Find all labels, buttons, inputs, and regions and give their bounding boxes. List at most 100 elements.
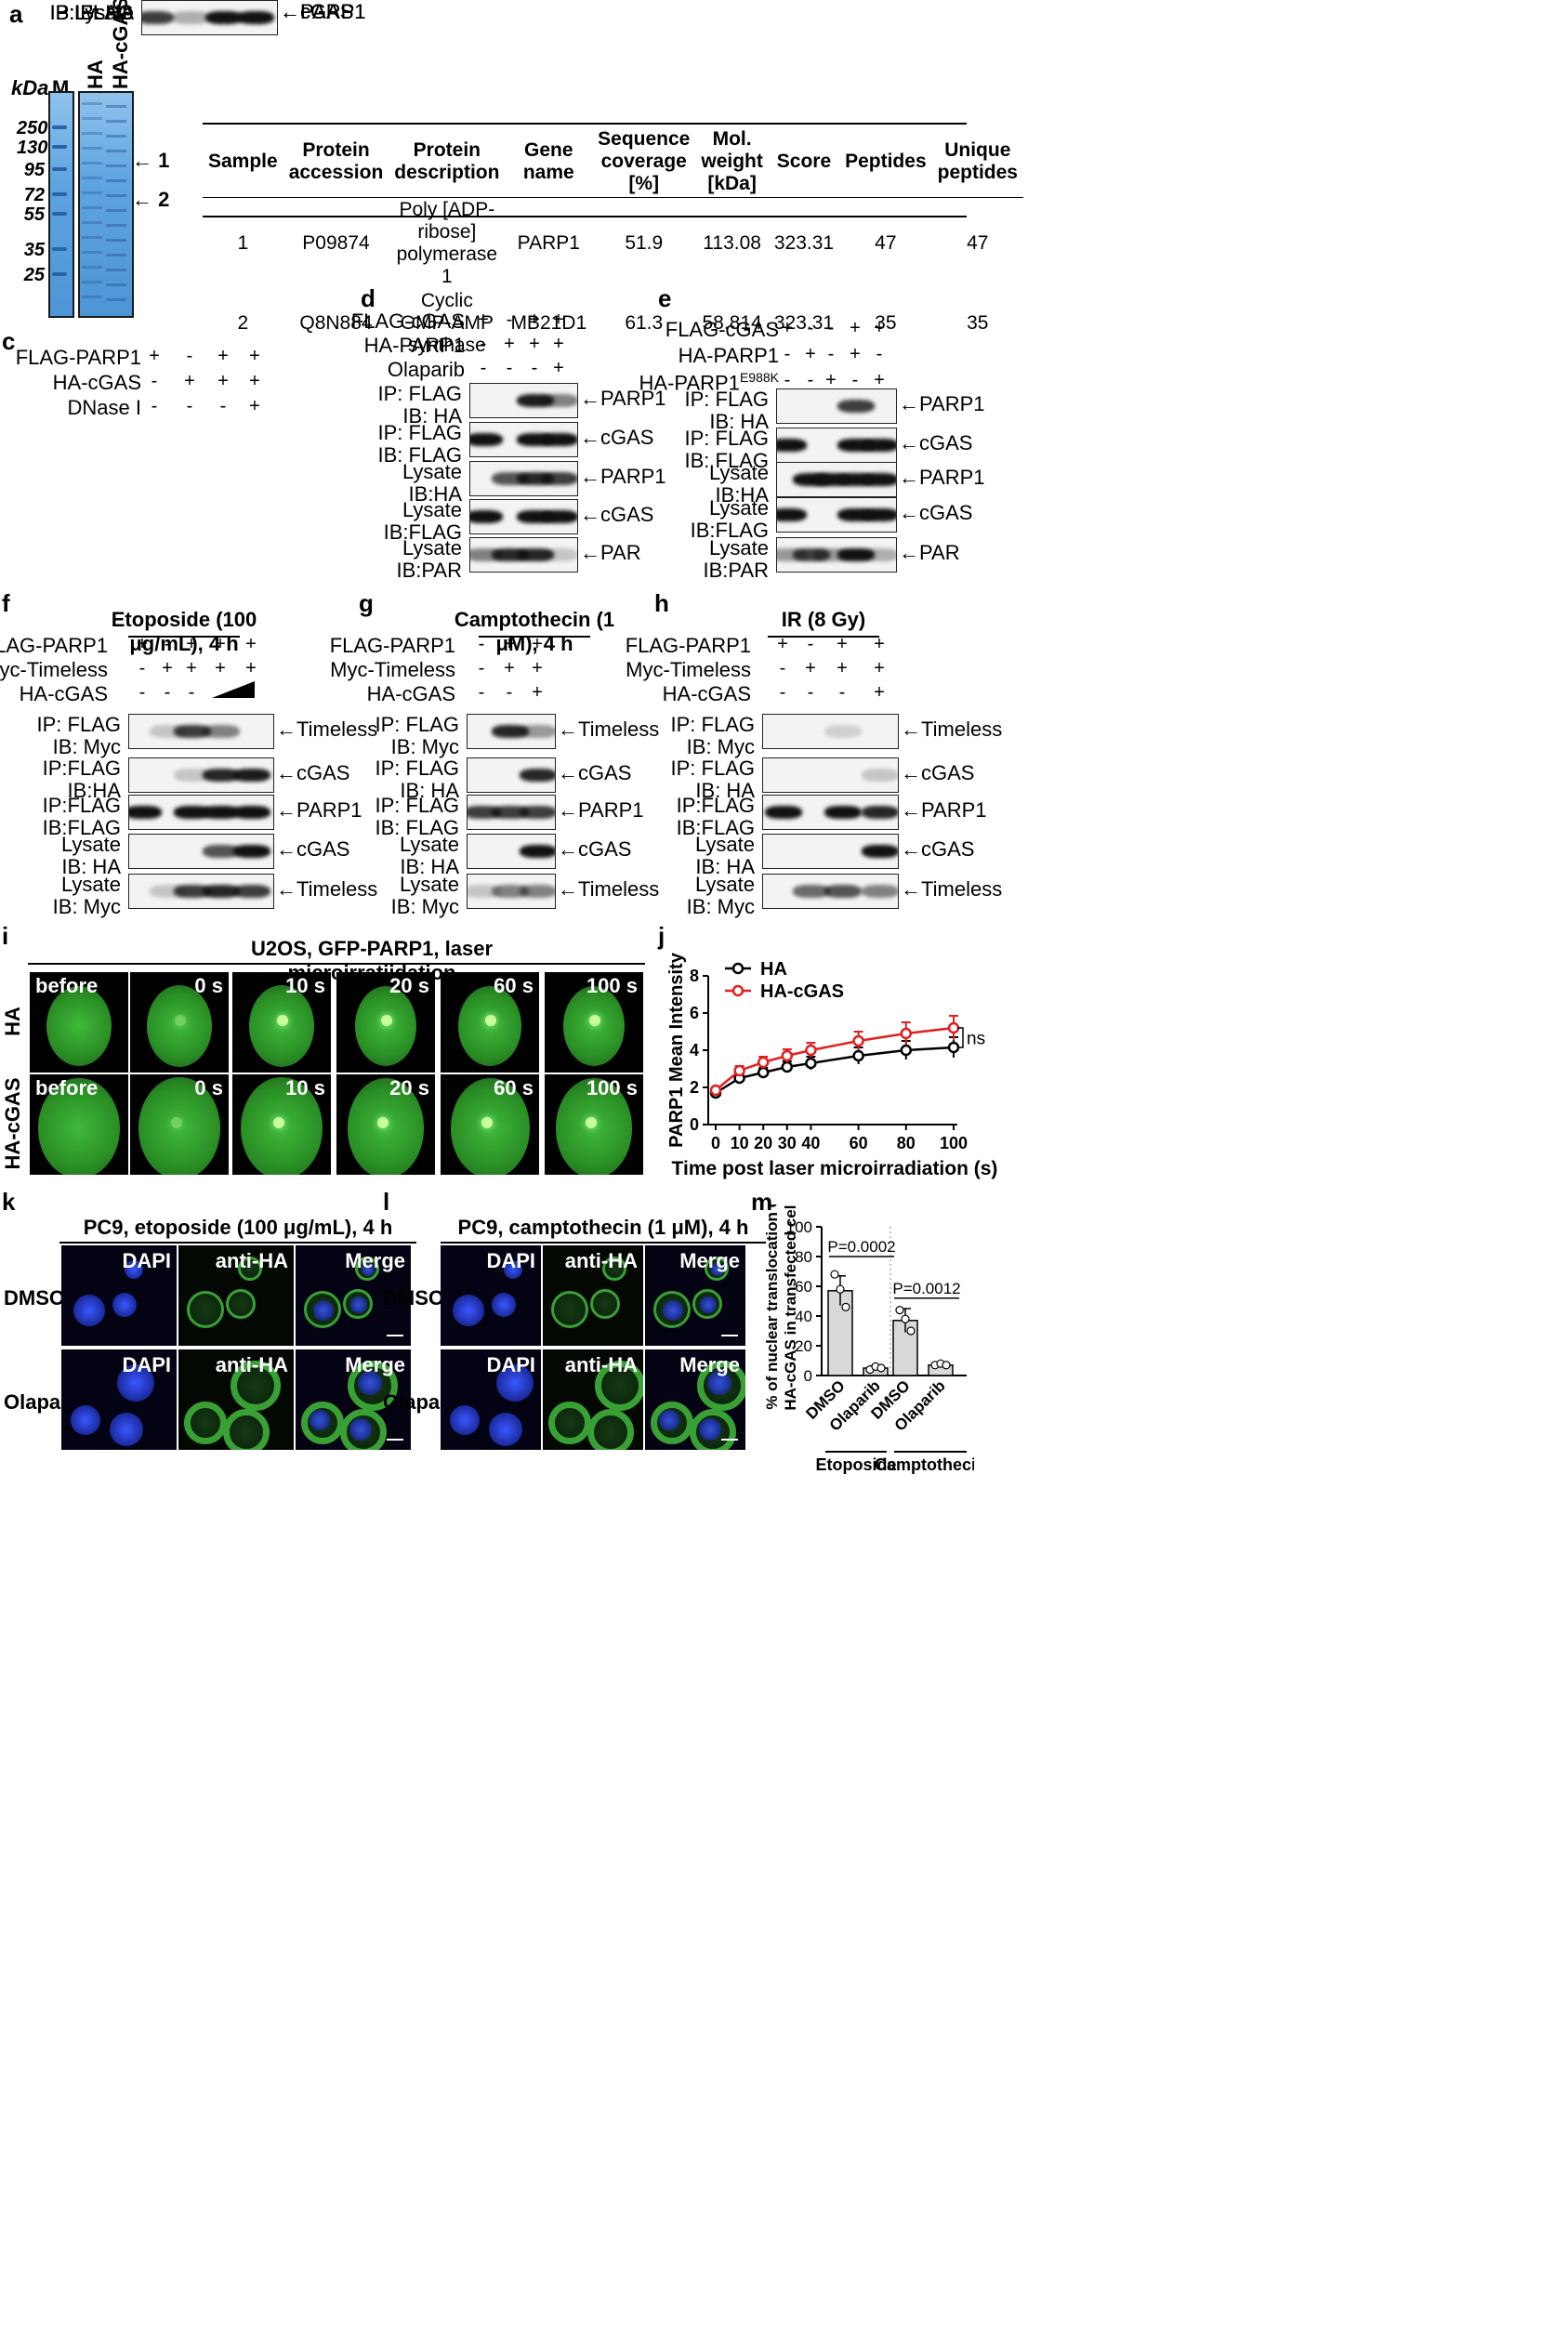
- blot-label-line2: IB: Myc: [686, 895, 755, 918]
- band: [824, 806, 862, 819]
- sample-band: [106, 239, 126, 242]
- blot-label-line2: IB: HA: [74, 1, 134, 24]
- sign: -: [876, 344, 883, 364]
- panel-h-rule: [768, 636, 879, 638]
- sign: +: [186, 658, 197, 678]
- dapi-nucleus: [496, 1364, 534, 1402]
- panel-label-d: d: [361, 284, 376, 312]
- sign: -: [779, 682, 786, 703]
- sign: +: [245, 658, 257, 678]
- sample-band: [82, 296, 102, 298]
- microscopy-tile: 60 s: [441, 972, 539, 1073]
- table-cell: 35: [967, 312, 989, 334]
- scale-bar: [721, 1335, 738, 1336]
- band: [824, 725, 862, 738]
- blot-label-line2: IB: HA: [402, 404, 462, 428]
- blot-label-line2: IB: Myc: [52, 735, 121, 758]
- superscript: E988K: [739, 370, 779, 385]
- band: [237, 11, 274, 24]
- band: [520, 845, 555, 858]
- blot-membrane: [776, 428, 897, 463]
- sign: -: [807, 682, 814, 703]
- target-arrow: ←cGAS: [558, 761, 632, 784]
- panel-label-j: j: [658, 922, 665, 950]
- merge-ha: [692, 1289, 722, 1319]
- damage-spot: [171, 1117, 182, 1128]
- channel-label: DAPI: [122, 1249, 171, 1272]
- blot-membrane: [469, 461, 578, 496]
- sample-band: [82, 236, 102, 239]
- table-cell: Cyclic GMP-AMP synthase: [400, 290, 494, 356]
- blot-label-line2: IB:PAR: [703, 559, 769, 582]
- dapi-nucleus: [450, 1405, 480, 1435]
- y-axis-label-line2: HA-cGAS in transfected cells: [782, 1204, 799, 1411]
- ha-signal: [184, 1402, 227, 1444]
- merge-ha: [651, 1402, 693, 1444]
- if-tile: anti-HA: [543, 1245, 643, 1346]
- sample-band: [82, 117, 102, 120]
- ha-signal: [548, 1402, 591, 1444]
- condition-label: DNase I: [67, 396, 141, 419]
- channel-label: anti-HA: [215, 1249, 288, 1272]
- blot-label-line1: IP: FLAG: [684, 388, 769, 411]
- y-axis-label: PARP1 Mean Intensity: [666, 952, 687, 1148]
- table-cell: 61.3: [625, 312, 664, 334]
- target-arrow: ←cGAS: [580, 426, 654, 449]
- band: [233, 885, 270, 898]
- blot-label-line1: Lysate: [694, 873, 755, 896]
- sign: +: [777, 634, 788, 654]
- group-label: Etoposide: [815, 1455, 896, 1474]
- table-header: Peptides: [845, 151, 927, 172]
- condition-label: HA-PARP1E988K: [639, 370, 779, 395]
- panel-k-rule: [59, 1242, 416, 1244]
- sample-band: [106, 165, 126, 167]
- ns-annotation: ns: [967, 1030, 985, 1049]
- band: [142, 11, 174, 24]
- dapi-nucleus: [125, 1260, 143, 1279]
- gradient-wedge: [212, 681, 255, 698]
- sign: -: [807, 370, 814, 390]
- channel-label: anti-HA: [215, 1353, 288, 1376]
- condition-label: FLAG-cGAS: [350, 309, 465, 333]
- merge-dapi: [659, 1410, 679, 1430]
- band: [205, 11, 243, 24]
- data-point: [900, 1044, 913, 1057]
- merge-dapi: [700, 1297, 717, 1313]
- sign: -: [480, 334, 487, 354]
- dapi-nucleus: [110, 1413, 143, 1446]
- blot-label-line1: IP: FLAG: [684, 427, 769, 450]
- band: [862, 806, 898, 819]
- sign: -: [138, 658, 146, 678]
- ha-signal: [587, 1409, 634, 1450]
- ns-bracket: [957, 1027, 964, 1048]
- target-arrow: ←Timeless: [901, 877, 1003, 901]
- blot-membrane: [128, 874, 274, 909]
- y-tick-label: 40: [795, 1308, 812, 1325]
- blot-label-line1: IP: FLAG: [375, 713, 459, 736]
- panel-label-i: i: [2, 922, 9, 950]
- table-header: Sample: [208, 151, 278, 172]
- blot-label-line1: IP:FLAG: [42, 757, 121, 780]
- y-tick-label: 0: [690, 1115, 699, 1134]
- target-arrow: ←Timeless: [558, 717, 660, 741]
- sample-band: [106, 269, 126, 271]
- panel-k-title: PC9, etoposide (100 μg/mL), 4 h: [83, 1216, 393, 1239]
- sign: +: [874, 318, 885, 338]
- sign: +: [837, 658, 848, 678]
- nucleus: [249, 985, 314, 1067]
- band: [517, 548, 554, 561]
- band: [520, 885, 555, 898]
- band: [203, 885, 240, 898]
- microscopy-tile: 0 s: [130, 1074, 229, 1175]
- marker-band: [52, 145, 67, 149]
- panel-label-e: e: [658, 284, 672, 312]
- channel-label: DAPI: [486, 1353, 535, 1376]
- band: [174, 769, 211, 782]
- damage-spot: [175, 1015, 186, 1026]
- data-point: [709, 1084, 722, 1097]
- sign: +: [184, 371, 195, 391]
- data-point: [900, 1027, 913, 1040]
- panel-label-h: h: [654, 589, 669, 617]
- panel-l-title: PC9, camptothecin (1 μM), 4 h: [457, 1216, 749, 1239]
- table-header: Protein description: [394, 139, 500, 183]
